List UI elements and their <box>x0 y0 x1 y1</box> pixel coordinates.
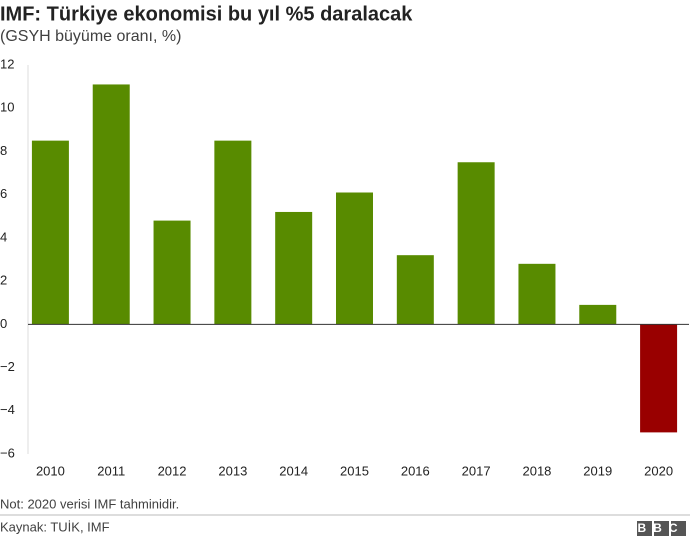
y-tick-label: 2 <box>0 273 7 288</box>
x-tick-label: 2017 <box>462 463 491 478</box>
x-tick-label: 2014 <box>279 463 308 478</box>
source: Kaynak: TUİK, IMF <box>0 519 110 534</box>
bar <box>579 304 617 325</box>
chart-title: IMF: Türkiye ekonomisi bu yıl %5 daralac… <box>0 3 413 25</box>
y-tick-label: 6 <box>0 186 7 201</box>
x-tick-label: 2013 <box>218 463 247 478</box>
bar <box>31 140 69 325</box>
x-tick-label: 2015 <box>340 463 369 478</box>
y-tick-label: 10 <box>0 100 14 115</box>
bar <box>92 84 130 325</box>
y-tick-label: −6 <box>0 445 15 460</box>
x-tick-label: 2019 <box>583 463 612 478</box>
note: Not: 2020 verisi IMF tahminidir. <box>0 496 179 511</box>
bar <box>518 263 556 325</box>
bar <box>214 140 252 325</box>
x-tick-label: 2016 <box>401 463 430 478</box>
logo <box>637 521 686 536</box>
bar <box>457 162 495 325</box>
x-tick-label: 2011 <box>97 463 125 478</box>
y-tick-label: 12 <box>0 56 14 71</box>
bar <box>640 324 678 433</box>
y-tick-label: −4 <box>0 402 15 417</box>
x-tick-label: 2018 <box>522 463 551 478</box>
y-tick-label: 8 <box>0 143 7 158</box>
x-tick-label: 2010 <box>36 463 65 478</box>
chart-subtitle: (GSYH büyüme oranı, %) <box>0 28 181 45</box>
y-tick-label: 0 <box>0 316 7 331</box>
x-tick-label: 2012 <box>158 463 187 478</box>
bar <box>275 211 313 325</box>
y-tick-label: 4 <box>0 229 7 244</box>
logo-text: BBC <box>638 521 685 535</box>
bar <box>153 220 191 325</box>
bar <box>396 255 434 325</box>
bar <box>336 192 373 325</box>
y-tick-label: −2 <box>0 359 15 374</box>
x-tick-label: 2020 <box>644 463 673 478</box>
